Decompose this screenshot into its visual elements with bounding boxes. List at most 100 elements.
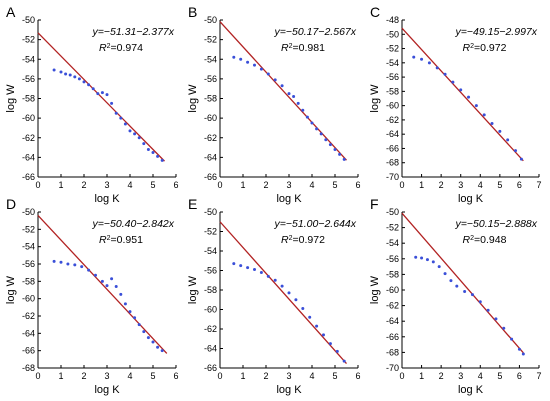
r-squared-symbol: R	[463, 42, 471, 54]
x-tick-label: 2	[263, 180, 268, 190]
data-point	[294, 298, 298, 302]
data-point	[146, 336, 150, 340]
x-tick-label: 1	[58, 180, 63, 190]
r-squared-value: =0.972	[293, 234, 326, 246]
data-point	[451, 80, 455, 84]
data-point	[94, 273, 97, 277]
y-tick-label: -52	[22, 35, 35, 45]
panel-label: A	[6, 4, 16, 20]
data-point	[455, 284, 459, 288]
y-tick-label: -58	[204, 94, 217, 104]
y-tick-label: -70	[386, 172, 399, 182]
panel-label: D	[6, 196, 16, 212]
y-tick-label: -66	[386, 332, 399, 342]
y-tick-label: -66	[22, 346, 35, 356]
x-tick-label: 0	[217, 180, 222, 190]
y-tick-label: -56	[204, 266, 217, 276]
y-tick-label: -62	[204, 324, 217, 334]
data-point	[333, 148, 337, 152]
r-squared-value: =0.951	[111, 234, 144, 246]
y-tick-label: -58	[22, 94, 35, 104]
y-tick-label: -52	[22, 224, 35, 234]
data-point	[160, 158, 164, 162]
y-tick-label: -56	[386, 254, 399, 264]
data-point	[137, 323, 141, 327]
data-point	[239, 57, 243, 61]
data-point	[68, 73, 72, 77]
data-point	[100, 91, 104, 95]
data-point	[308, 315, 312, 319]
y-axis-title: log W	[187, 275, 199, 304]
data-point	[292, 95, 296, 99]
data-point	[443, 272, 447, 276]
data-point	[151, 340, 155, 344]
r-squared-value: =0.948	[474, 234, 507, 246]
data-point	[494, 317, 498, 321]
r-squared-symbol: R	[281, 42, 289, 54]
x-tick-label: 6	[355, 371, 360, 381]
data-point	[82, 80, 86, 84]
data-point	[73, 263, 77, 267]
y-tick-label: -70	[386, 363, 399, 373]
x-tick-label: 7	[536, 371, 541, 381]
r-squared-exponent: 2	[107, 235, 111, 242]
regression-equation: y=−50.17−2.567x	[274, 26, 357, 38]
x-tick-label: 0	[35, 371, 40, 381]
data-point	[253, 268, 256, 272]
x-tick-label: 6	[355, 180, 360, 190]
data-point	[319, 132, 323, 136]
data-point	[301, 307, 305, 311]
data-point	[114, 285, 118, 289]
y-tick-label: -64	[204, 344, 217, 354]
data-point	[435, 66, 439, 70]
data-point	[87, 268, 91, 272]
y-tick-label: -60	[204, 113, 217, 123]
panel-label: B	[188, 4, 197, 20]
data-point	[105, 93, 109, 97]
data-point	[470, 293, 474, 297]
x-tick-label: 5	[332, 371, 337, 381]
y-axis-title: log W	[187, 84, 199, 113]
x-tick-label: 5	[150, 371, 155, 381]
y-tick-label: -64	[22, 152, 35, 162]
r-squared-annotation: R2=0.948	[463, 234, 507, 246]
y-tick-label: -56	[22, 259, 35, 269]
data-point	[96, 92, 100, 96]
data-point	[412, 55, 416, 59]
r-squared-symbol: R	[463, 234, 471, 246]
data-point	[246, 60, 250, 64]
y-tick-label: -66	[386, 143, 399, 153]
y-tick-label: -62	[386, 301, 399, 311]
data-point	[239, 264, 243, 268]
y-tick-label: -62	[22, 133, 35, 143]
data-point	[510, 337, 514, 341]
x-tick-label: 4	[127, 371, 132, 381]
y-tick-label: -66	[22, 172, 35, 182]
data-point	[137, 136, 141, 140]
data-point	[305, 115, 309, 119]
panel-label: E	[188, 196, 197, 212]
x-tick-label: 3	[458, 180, 463, 190]
y-tick-label: -62	[204, 133, 217, 143]
r-squared-symbol: R	[99, 42, 107, 54]
data-point	[142, 330, 146, 334]
data-point	[146, 148, 150, 152]
regression-equation: y=−49.15−2.997x	[455, 26, 538, 38]
x-tick-label: 3	[286, 180, 291, 190]
data-point	[133, 132, 137, 136]
data-point	[66, 262, 70, 266]
y-tick-label: -58	[386, 269, 399, 279]
panel-label: F	[370, 196, 379, 212]
r-squared-annotation: R2=0.974	[99, 42, 143, 54]
x-tick-label: 2	[263, 371, 268, 381]
r-squared-symbol: R	[281, 234, 289, 246]
x-tick-label: 1	[419, 371, 424, 381]
data-point	[514, 149, 518, 153]
x-tick-label: 2	[439, 180, 444, 190]
r-squared-annotation: R2=0.972	[281, 234, 325, 246]
y-axis-title: log W	[5, 84, 17, 113]
x-tick-label: 0	[35, 180, 40, 190]
x-tick-label: 1	[58, 371, 63, 381]
y-tick-label: -60	[386, 101, 399, 111]
